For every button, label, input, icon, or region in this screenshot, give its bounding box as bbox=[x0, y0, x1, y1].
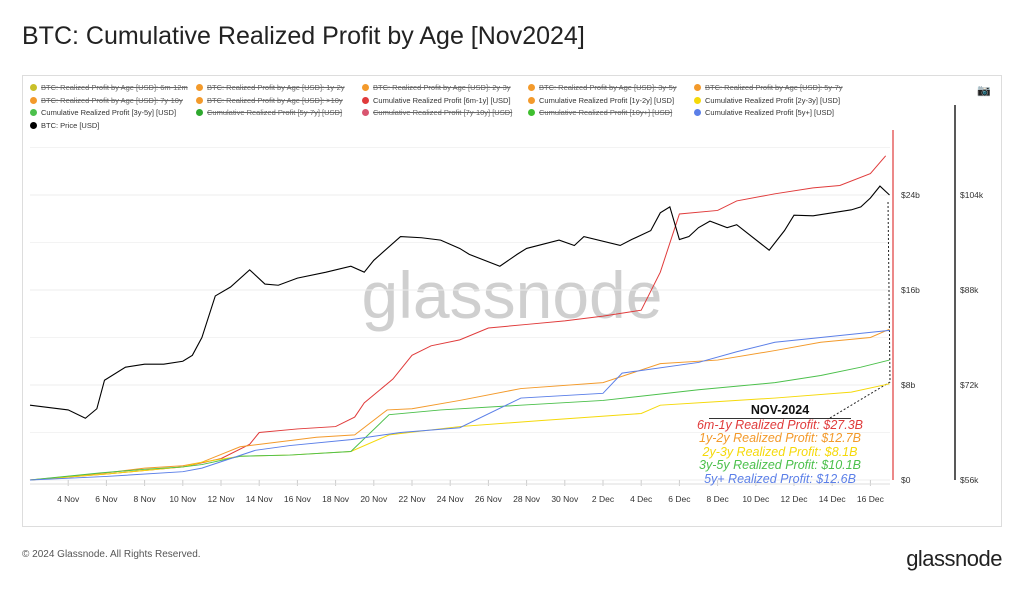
legend-label: Cumulative Realized Profit [10y+] [USD] bbox=[539, 108, 673, 117]
legend-label: Cumulative Realized Profit [1y-2y] [USD] bbox=[539, 95, 675, 105]
legend-label: Cumulative Realized Profit [6m-1y] [USD] bbox=[373, 95, 511, 105]
y-right-tick-label: $56k bbox=[960, 475, 979, 485]
legend-item[interactable]: BTC: Realized Profit by Age [USD]: 1y-2y bbox=[196, 83, 345, 92]
y-right-tick-label: $104k bbox=[960, 190, 984, 200]
legend-item[interactable]: Cumulative Realized Profit [2y-3y] [USD] bbox=[694, 96, 840, 105]
legend-label: BTC: Realized Profit by Age [USD]: 6m-12… bbox=[41, 83, 188, 92]
legend-dot-icon bbox=[30, 84, 37, 91]
x-tick-label: 4 Nov bbox=[57, 494, 80, 504]
legend-item[interactable]: BTC: Realized Profit by Age [USD]: 3y-5y bbox=[528, 83, 677, 92]
legend-item[interactable]: Cumulative Realized Profit [5y-7y] [USD] bbox=[196, 108, 342, 117]
legend-label: BTC: Realized Profit by Age [USD]: >10y bbox=[207, 95, 343, 105]
series-line-0 bbox=[29, 155, 887, 481]
copyright: © 2024 Glassnode. All Rights Reserved. bbox=[22, 549, 201, 560]
annotation-line: 5y+ Realized Profit: $12.6B bbox=[704, 471, 856, 486]
legend-dot-icon bbox=[362, 96, 369, 104]
legend-dot-icon bbox=[196, 96, 203, 104]
annotation-heading: NOV-2024 bbox=[708, 403, 852, 419]
series-line-5 bbox=[29, 185, 890, 419]
camera-icon[interactable]: 📷 bbox=[977, 85, 991, 97]
series-line-1 bbox=[29, 328, 890, 481]
annotation-line: 3y-5y Realized Profit: $10.1B bbox=[699, 458, 861, 472]
legend-dot-icon bbox=[528, 96, 535, 104]
legend-item[interactable]: Cumulative Realized Profit [3y-5y] [USD] bbox=[30, 108, 176, 117]
x-tick-label: 16 Dec bbox=[857, 494, 885, 504]
legend-label: Cumulative Realized Profit [7y-10y] [USD… bbox=[373, 108, 513, 117]
legend-dot-icon bbox=[694, 84, 701, 91]
y-left-tick-label: $8b bbox=[901, 380, 915, 390]
y-left-tick-label: $16b bbox=[901, 285, 920, 295]
legend-item[interactable]: BTC: Realized Profit by Age [USD]: 7y-10… bbox=[30, 96, 183, 105]
x-tick-label: 14 Dec bbox=[819, 494, 847, 504]
x-tick-label: 10 Nov bbox=[169, 494, 197, 504]
legend-label: Cumulative Realized Profit [5y-7y] [USD] bbox=[207, 108, 343, 117]
x-tick-label: 14 Nov bbox=[246, 494, 274, 504]
watermark: glassnode bbox=[362, 258, 663, 332]
legend-item[interactable]: Cumulative Realized Profit [7y-10y] [USD… bbox=[362, 108, 512, 117]
legend-item[interactable]: BTC: Realized Profit by Age [USD]: >10y bbox=[196, 96, 343, 105]
legend-item[interactable]: Cumulative Realized Profit [5y+] [USD] bbox=[694, 108, 834, 117]
x-tick-label: 20 Nov bbox=[360, 494, 388, 504]
legend-label: Cumulative Realized Profit [2y-3y] [USD] bbox=[705, 95, 841, 105]
x-tick-label: 4 Dec bbox=[630, 494, 653, 504]
annotation-pointer bbox=[829, 199, 891, 419]
y-left-tick-label: $24b bbox=[901, 190, 920, 200]
legend-label: BTC: Realized Profit by Age [USD]: 1y-2y bbox=[207, 83, 345, 92]
x-tick-label: 6 Nov bbox=[95, 494, 118, 504]
y-right-tick-label: $88k bbox=[960, 285, 979, 295]
annotation-box: NOV-2024 6m-1y Realized Profit: $27.3B 1y… bbox=[665, 403, 895, 486]
x-tick-label: 2 Dec bbox=[592, 494, 615, 504]
legend-label: BTC: Realized Profit by Age [USD]: 5y-7y bbox=[705, 83, 843, 92]
annotation-line: 2y-3y Realized Profit: $8.1B bbox=[702, 444, 858, 459]
series-line-3 bbox=[29, 359, 890, 481]
legend-dot-icon bbox=[196, 109, 203, 116]
x-tick-label: 30 Nov bbox=[551, 494, 579, 504]
legend-item[interactable]: BTC: Realized Profit by Age [USD]: 6m-12… bbox=[30, 83, 188, 92]
legend-label: Cumulative Realized Profit [3y-5y] [USD] bbox=[41, 108, 177, 117]
x-tick-label: 24 Nov bbox=[437, 494, 465, 504]
x-tick-label: 10 Dec bbox=[742, 494, 770, 504]
page-title: BTC: Cumulative Realized Profit by Age [… bbox=[22, 22, 585, 50]
legend-label: BTC: Realized Profit by Age [USD]: 3y-5y bbox=[539, 83, 677, 92]
legend-dot-icon bbox=[694, 109, 701, 116]
x-tick-label: 22 Nov bbox=[399, 494, 427, 504]
x-tick-label: 8 Nov bbox=[133, 494, 156, 504]
legend-item[interactable]: Cumulative Realized Profit [1y-2y] [USD] bbox=[528, 96, 674, 105]
x-tick-label: 6 Dec bbox=[668, 494, 691, 504]
x-tick-label: 16 Nov bbox=[284, 494, 312, 504]
legend-item[interactable]: Cumulative Realized Profit [6m-1y] [USD] bbox=[362, 96, 511, 105]
legend-dot-icon bbox=[196, 84, 203, 91]
legend-item[interactable]: BTC: Realized Profit by Age [USD]: 5y-7y bbox=[694, 83, 843, 92]
legend-dot-icon bbox=[528, 84, 535, 91]
legend-label: BTC: Realized Profit by Age [USD]: 7y-10… bbox=[41, 95, 183, 105]
legend-dot-icon bbox=[694, 96, 701, 104]
legend-label: Cumulative Realized Profit [5y+] [USD] bbox=[705, 108, 835, 117]
y-left-tick-label: $0 bbox=[901, 475, 911, 485]
y-right-tick-label: $72k bbox=[960, 380, 979, 390]
legend-item[interactable]: BTC: Price [USD] bbox=[30, 121, 99, 130]
legend-dot-icon bbox=[30, 109, 37, 116]
legend-label: BTC: Realized Profit by Age [USD]: 2y-3y bbox=[373, 83, 511, 92]
annotation-line: 6m-1y Realized Profit: $27.3B bbox=[696, 417, 864, 432]
x-tick-label: 8 Dec bbox=[706, 494, 729, 504]
annotation-line: 1y-2y Realized Profit: $12.7B bbox=[699, 431, 861, 445]
x-tick-label: 12 Dec bbox=[781, 494, 809, 504]
glassnode-logo: glassnode bbox=[906, 546, 1002, 571]
x-tick-label: 12 Nov bbox=[208, 494, 236, 504]
x-tick-label: 18 Nov bbox=[322, 494, 350, 504]
legend-dot-icon bbox=[30, 96, 37, 104]
legend-dot-icon bbox=[362, 84, 369, 91]
legend-item[interactable]: Cumulative Realized Profit [10y+] [USD] bbox=[528, 108, 672, 117]
legend-dot-icon bbox=[362, 109, 369, 116]
legend-dot-icon bbox=[30, 121, 37, 129]
x-tick-label: 28 Nov bbox=[513, 494, 541, 504]
x-tick-label: 26 Nov bbox=[475, 494, 503, 504]
legend-item[interactable]: BTC: Realized Profit by Age [USD]: 2y-3y bbox=[362, 83, 511, 92]
chart-card bbox=[22, 75, 1002, 527]
legend-label: BTC: Price [USD] bbox=[41, 120, 100, 130]
series-line-4 bbox=[29, 329, 890, 481]
legend-dot-icon bbox=[528, 109, 535, 116]
